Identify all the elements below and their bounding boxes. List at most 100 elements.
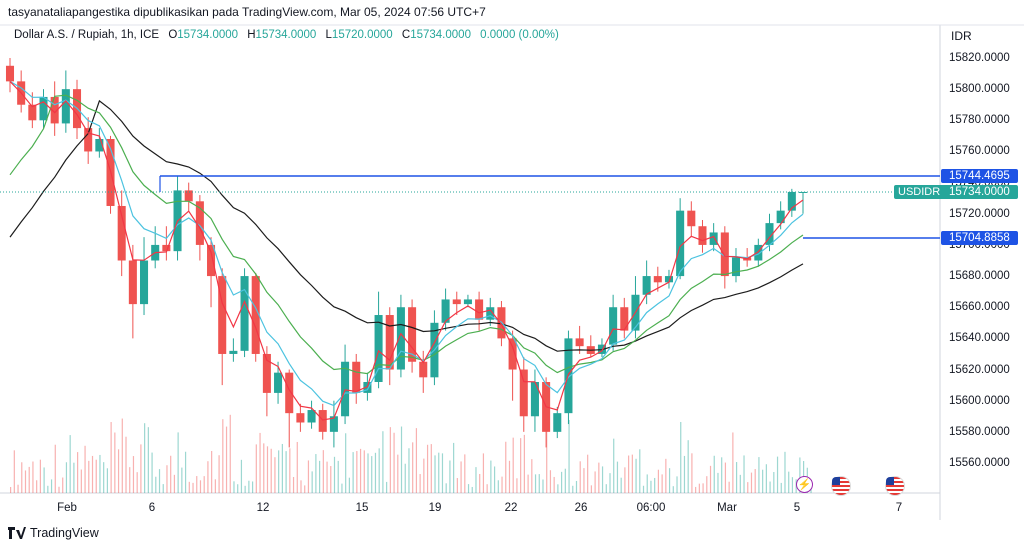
volume-bar xyxy=(419,474,421,493)
volume-bar xyxy=(628,455,630,493)
volume-bar xyxy=(121,418,123,493)
price-tick-label: 15680.0000 xyxy=(949,270,1010,283)
volume-bar xyxy=(765,464,767,493)
moving-average-cyan xyxy=(9,80,804,407)
candle-body xyxy=(329,416,338,432)
volume-bar xyxy=(266,446,269,493)
low-value: 15720.0000 xyxy=(331,29,393,41)
volume-bar xyxy=(162,484,164,493)
volume-bar xyxy=(594,471,596,493)
volume-bar xyxy=(691,453,693,493)
volume-bar xyxy=(706,476,708,493)
time-tick-label: 12 xyxy=(256,502,270,514)
volume-bar xyxy=(263,443,265,493)
lightning-icon[interactable]: ⚡ xyxy=(796,476,813,493)
candle-body xyxy=(296,413,305,423)
volume-bar xyxy=(374,452,377,493)
volume-bar xyxy=(77,452,79,493)
volume-bar xyxy=(564,468,566,493)
time-tick-label: 7 xyxy=(895,502,903,514)
volume-bar xyxy=(129,467,131,493)
candle-body xyxy=(140,260,149,305)
volume-bar xyxy=(438,452,440,493)
volume-bar xyxy=(520,438,522,493)
volume-bar xyxy=(386,481,388,493)
volume-bar xyxy=(359,448,362,493)
symbol-name[interactable]: Dollar A.S. / Rupiah, 1h, ICE xyxy=(14,29,160,41)
candle-body xyxy=(441,299,450,323)
time-tick-label: Mar xyxy=(717,502,737,514)
change-value: 0.0000 (0.00%) xyxy=(480,29,559,41)
candle-body xyxy=(28,104,37,121)
volume-bars xyxy=(10,414,812,493)
price-tick-label: 15640.0000 xyxy=(949,332,1010,345)
volume-bar xyxy=(579,461,581,493)
volume-bar xyxy=(449,460,451,493)
volume-bar xyxy=(620,477,622,493)
volume-bar xyxy=(538,474,540,493)
us-flag-icon[interactable] xyxy=(885,476,905,496)
symbol-legend[interactable]: Dollar A.S. / Rupiah, 1h, ICE O15734.000… xyxy=(14,29,565,41)
lower-line-price-tag: 15704.8858 xyxy=(941,231,1018,245)
volume-bar xyxy=(214,479,216,493)
volume-bar xyxy=(475,467,477,493)
volume-bar xyxy=(497,480,499,493)
volume-bar xyxy=(739,474,741,493)
open-value: 15734.0000 xyxy=(177,29,239,41)
volume-bar xyxy=(382,431,384,493)
volume-bar xyxy=(680,421,682,493)
volume-bar xyxy=(28,466,30,493)
volume-bar xyxy=(125,436,127,493)
candle-body xyxy=(698,226,707,245)
price-tick-label: 15560.0000 xyxy=(949,457,1010,469)
volume-bar xyxy=(177,432,179,493)
volume-bar xyxy=(132,456,135,493)
candle-body xyxy=(229,350,238,354)
candle-body xyxy=(39,96,48,121)
price-tick-label: 15820.0000 xyxy=(949,52,1010,64)
volume-bar xyxy=(103,462,105,493)
candle-body xyxy=(195,201,204,245)
time-tick-label: 19 xyxy=(428,502,442,514)
candle-body xyxy=(508,338,517,370)
time-tick-label: 26 xyxy=(574,502,588,514)
volume-bar xyxy=(642,485,645,493)
volume-bar xyxy=(613,438,615,493)
volume-bar xyxy=(24,470,27,493)
moving-average-green xyxy=(9,94,804,375)
candle-body xyxy=(262,353,271,393)
candle-body xyxy=(530,382,539,417)
volume-bar xyxy=(561,471,563,493)
volume-bar xyxy=(248,480,250,493)
us-flag-icon[interactable] xyxy=(831,476,851,496)
moving-average-red xyxy=(9,80,804,421)
volume-bar xyxy=(199,480,202,493)
candle-body xyxy=(620,307,629,331)
candle-body xyxy=(653,276,662,283)
candle-body xyxy=(240,276,249,351)
volume-bar xyxy=(319,460,321,493)
candle-body xyxy=(452,299,461,305)
volume-bar xyxy=(542,479,544,493)
volume-bar xyxy=(743,455,745,493)
volume-bar xyxy=(278,450,280,493)
volume-bar xyxy=(363,450,365,493)
volume-bar xyxy=(13,450,15,493)
symbol-tag: USDIDR xyxy=(894,185,945,199)
volume-bar xyxy=(665,458,667,493)
candle-body xyxy=(754,244,763,261)
price-tick-label: 15800.0000 xyxy=(949,83,1010,96)
candles xyxy=(5,58,808,448)
volume-bar xyxy=(292,476,295,493)
volume-bar xyxy=(188,481,190,493)
volume-bar xyxy=(255,444,257,493)
price-tick-label: 15780.0000 xyxy=(949,114,1010,127)
currency-label[interactable]: IDR xyxy=(951,29,972,43)
volume-bar xyxy=(698,483,700,493)
volume-bar xyxy=(99,454,101,493)
candle-body xyxy=(687,210,696,227)
tradingview-logo[interactable]: TradingView xyxy=(8,526,99,540)
volume-bar xyxy=(624,467,626,493)
candle-body xyxy=(162,244,171,252)
